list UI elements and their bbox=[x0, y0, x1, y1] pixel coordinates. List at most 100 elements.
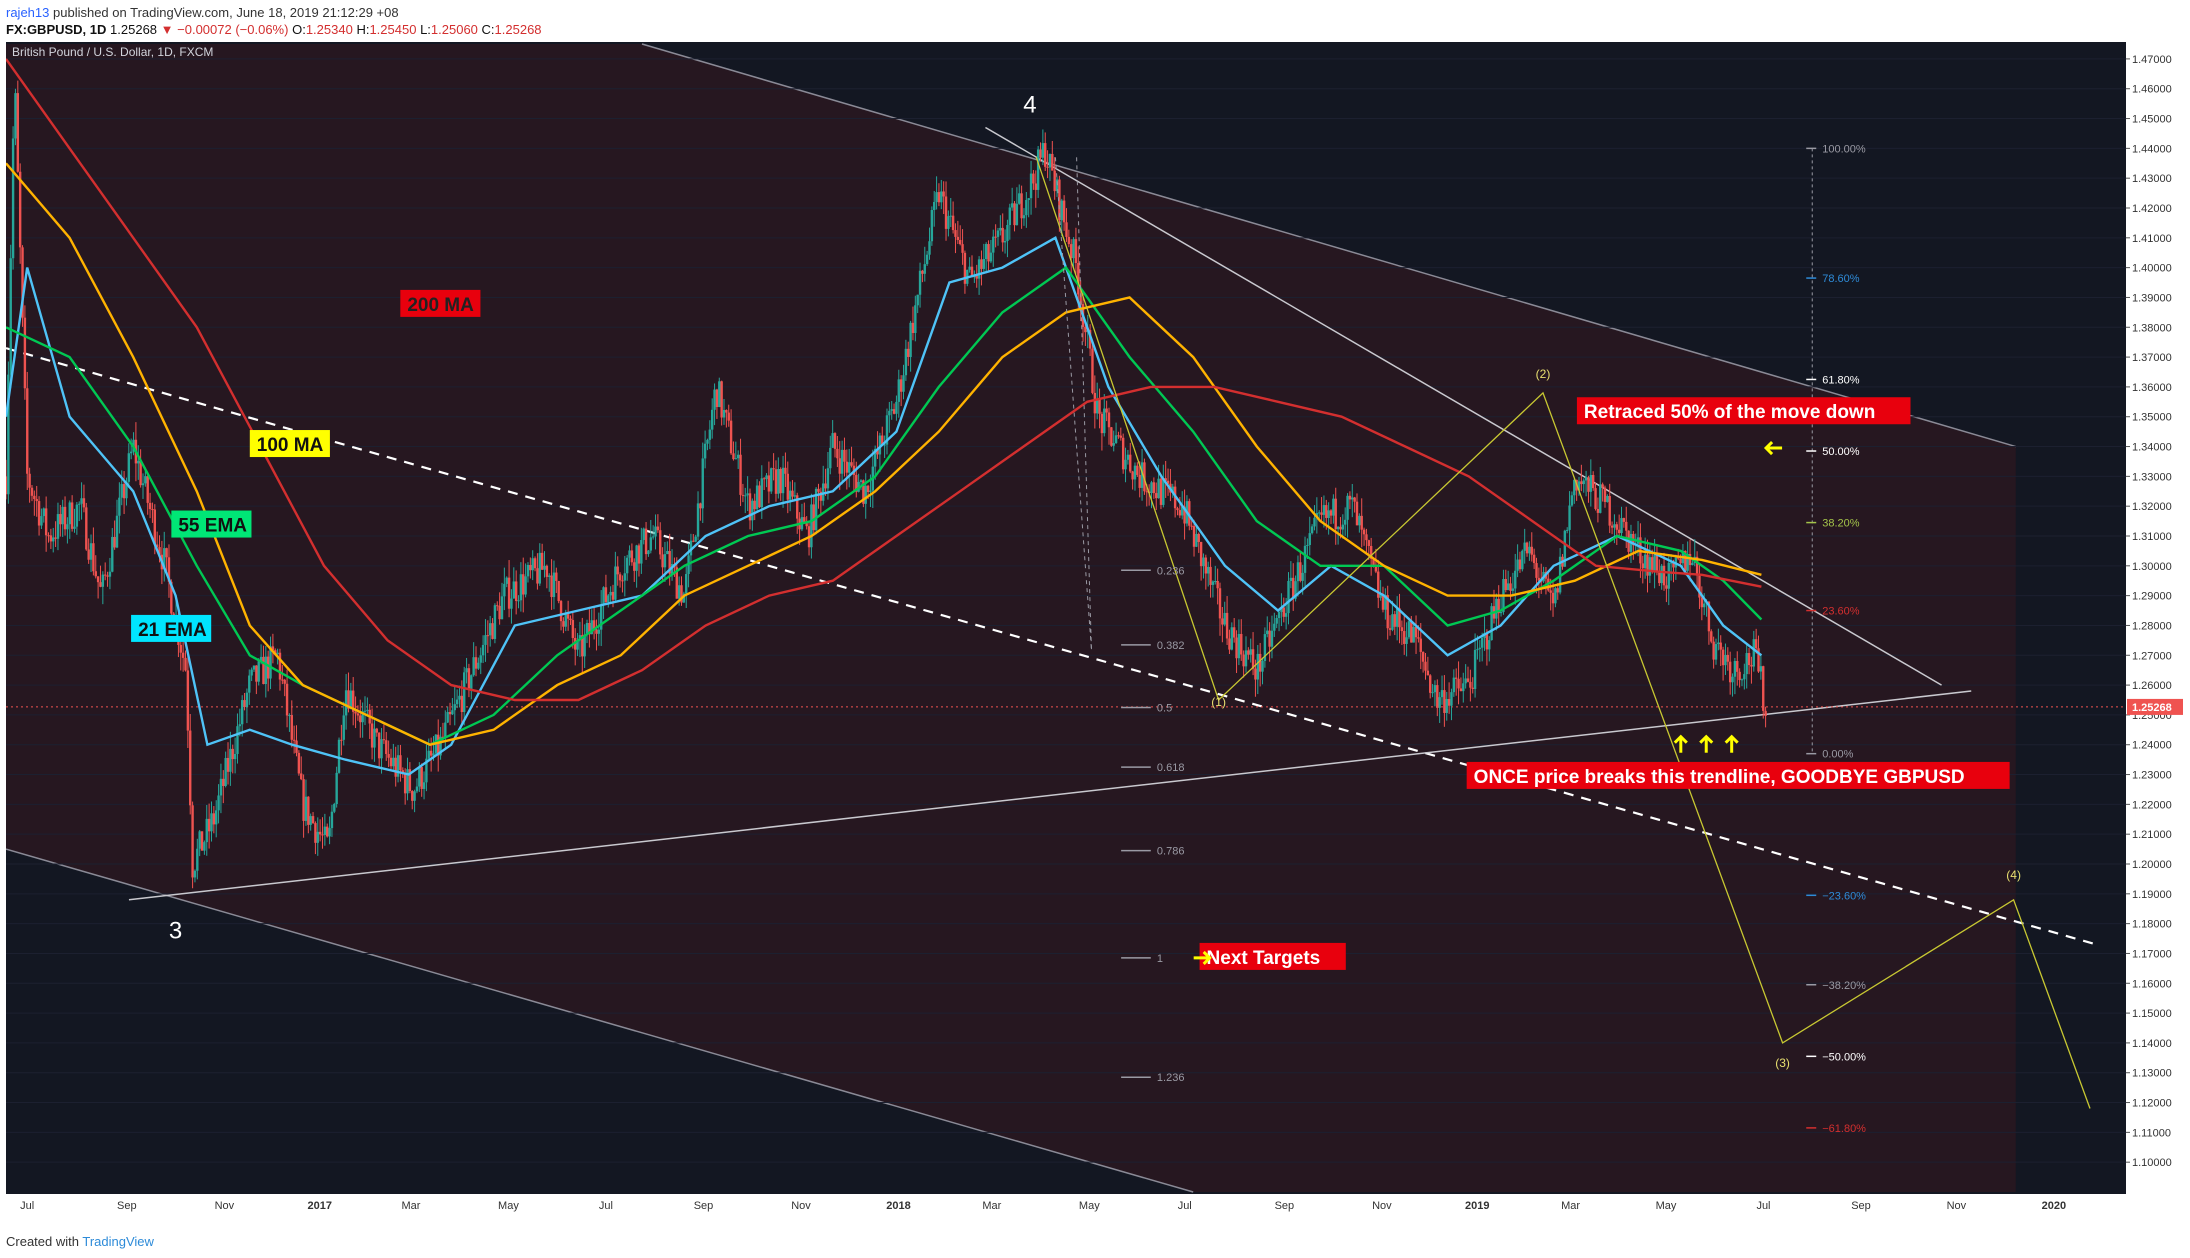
candle-body bbox=[377, 732, 381, 759]
candle-body bbox=[533, 558, 537, 569]
candle-body bbox=[1159, 478, 1163, 505]
candle-body bbox=[271, 646, 275, 651]
candle-body bbox=[734, 458, 738, 460]
candle-body bbox=[708, 429, 712, 440]
candle-body bbox=[899, 379, 903, 392]
candle-body bbox=[659, 530, 662, 555]
candle-body bbox=[1445, 699, 1448, 713]
candle-body bbox=[285, 683, 289, 716]
candle-body bbox=[1417, 637, 1420, 639]
line-ema55 bbox=[6, 265, 1763, 747]
candle-body bbox=[1410, 621, 1413, 643]
candle-body bbox=[1587, 477, 1590, 492]
candle-body bbox=[229, 748, 232, 772]
candle-body bbox=[1457, 678, 1460, 689]
candle-body bbox=[1622, 518, 1626, 522]
candle-body bbox=[1454, 677, 1458, 679]
candle-body bbox=[1400, 627, 1404, 632]
candle-body bbox=[1450, 692, 1453, 706]
price-tick-label: 1.12000 bbox=[2132, 1098, 2172, 1110]
candle-body bbox=[1029, 173, 1033, 199]
fib-extension-label: 0.236 bbox=[1157, 565, 1185, 577]
candle-body bbox=[581, 635, 584, 657]
candle-body bbox=[491, 623, 494, 639]
candle-body bbox=[559, 601, 563, 622]
candle-body bbox=[1131, 471, 1134, 480]
candle-body bbox=[288, 715, 291, 717]
candle-body bbox=[718, 381, 721, 408]
candle-body bbox=[1662, 565, 1666, 586]
candle-body bbox=[151, 509, 154, 511]
candle-body bbox=[1580, 481, 1583, 485]
candle-body bbox=[878, 435, 882, 455]
candle-body bbox=[1613, 524, 1616, 528]
candle-body bbox=[829, 447, 832, 469]
candle-body bbox=[94, 571, 97, 577]
candle-body bbox=[767, 475, 771, 492]
candle-body bbox=[1036, 149, 1040, 190]
candle-body bbox=[1591, 474, 1595, 489]
candle-body bbox=[923, 264, 926, 274]
candle-body bbox=[1214, 581, 1217, 583]
candle-body bbox=[925, 254, 929, 265]
time-tick-label: Sep bbox=[117, 1200, 137, 1212]
candle-body bbox=[44, 508, 48, 536]
candle-body bbox=[548, 575, 551, 577]
candle-body bbox=[1070, 244, 1073, 259]
time-tick-label: 2019 bbox=[1465, 1200, 1489, 1212]
candle-body bbox=[812, 504, 815, 531]
candle-body bbox=[113, 536, 116, 548]
price-tick-label: 1.11000 bbox=[2132, 1127, 2171, 1139]
publish-line: rajeh13 published on TradingView.com, Ju… bbox=[6, 4, 542, 21]
candle-body bbox=[989, 252, 993, 262]
candle-body bbox=[1433, 685, 1437, 693]
fib-retracement-label: 61.80% bbox=[1822, 374, 1860, 386]
chart-area[interactable]: 0.236 0.382 0.5 0.618 0.786 1 1.236 100.00% 78.6… bbox=[6, 42, 2184, 1218]
candle-body bbox=[715, 389, 719, 408]
candle-body bbox=[1018, 193, 1021, 204]
candle-body bbox=[1488, 640, 1491, 650]
candle-body bbox=[458, 695, 461, 700]
price-chart[interactable]: 0.236 0.382 0.5 0.618 0.786 1 1.236 100.00% 78.6… bbox=[6, 42, 2184, 1218]
candle-body bbox=[711, 409, 714, 430]
candle-body bbox=[394, 757, 397, 777]
candle-body bbox=[1209, 566, 1212, 585]
candle-body bbox=[1292, 577, 1295, 599]
time-tick-label: May bbox=[1079, 1200, 1100, 1212]
candle-body bbox=[6, 476, 8, 495]
candle-body bbox=[779, 469, 782, 494]
candle-body bbox=[1329, 510, 1333, 516]
candle-body bbox=[1166, 480, 1170, 484]
candle-body bbox=[266, 656, 270, 679]
candle-body bbox=[1251, 649, 1255, 669]
candle-body bbox=[1646, 554, 1649, 576]
candle-body bbox=[1440, 690, 1444, 698]
candle-body bbox=[382, 739, 386, 741]
candle-body bbox=[1610, 525, 1614, 528]
candle-body bbox=[1764, 710, 1767, 716]
fib-retracement-label: −38.20% bbox=[1822, 980, 1866, 992]
fib-retracement-label: −23.60% bbox=[1822, 890, 1866, 902]
line-ma100 bbox=[6, 162, 1762, 746]
chart-header: rajeh13 published on TradingView.com, Ju… bbox=[6, 4, 542, 38]
candle-body bbox=[1332, 498, 1335, 516]
candle-body bbox=[1079, 294, 1082, 305]
tradingview-logo-link[interactable]: TradingView bbox=[82, 1234, 154, 1249]
candle-body bbox=[1195, 533, 1198, 547]
time-tick-label: Jul bbox=[1178, 1200, 1192, 1212]
candle-body bbox=[1506, 583, 1510, 591]
candle-body bbox=[607, 595, 610, 603]
author-link[interactable]: rajeh13 bbox=[6, 5, 50, 20]
candle-body bbox=[557, 580, 560, 602]
candle-body bbox=[762, 478, 766, 480]
candle-body bbox=[26, 388, 29, 474]
candle-body bbox=[1155, 493, 1158, 499]
candle-body bbox=[1327, 510, 1330, 518]
candle-body bbox=[1672, 562, 1675, 568]
price-tick-label: 1.42000 bbox=[2132, 203, 2172, 215]
candle-body bbox=[1728, 661, 1732, 683]
candle-body bbox=[1669, 562, 1673, 564]
time-tick-label: Nov bbox=[1372, 1200, 1392, 1212]
candle-body bbox=[1053, 170, 1056, 192]
candle-body bbox=[873, 448, 877, 467]
